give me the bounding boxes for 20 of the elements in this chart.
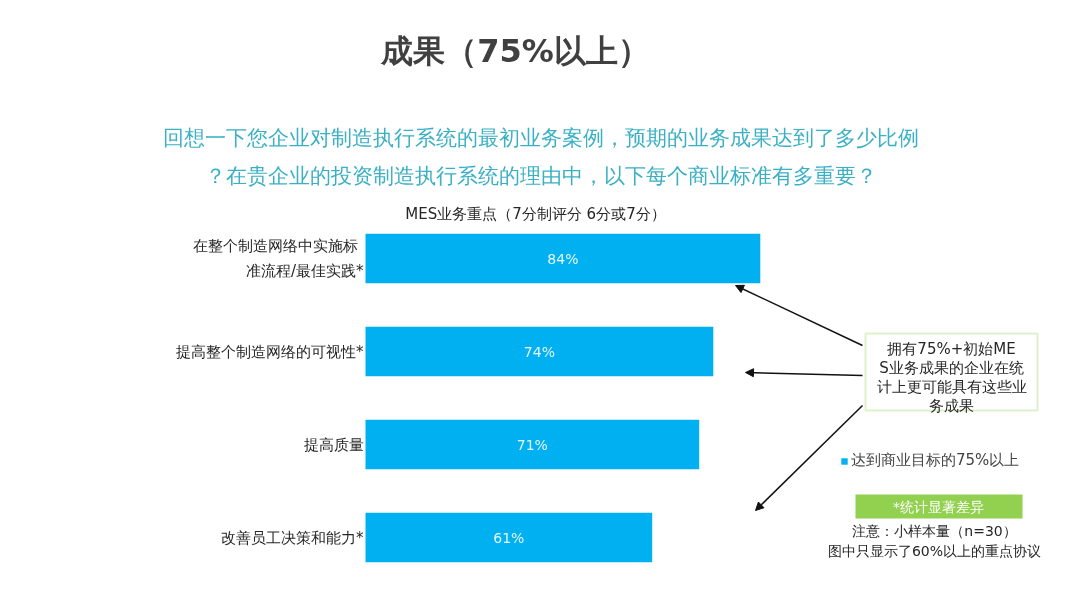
y-tick-label: 在整个制造网络中实施标准流程/最佳实践*	[192, 237, 364, 280]
text: 拥有75%+初始MES业务成果的企业在统计上更可能具有这些业务成果	[876, 339, 1027, 415]
chart-subtitle: 回想一下您企业对制造执行系统的最初业务案例，预期的业务成果达到了多少比例？在贵企业的投资制造执行系统的理由中，以下每个商业标准有多重要？	[162, 125, 919, 188]
bar	[365, 419, 700, 470]
y-tick-label: 提高整个制造网络的可视性*	[176, 342, 364, 361]
y-tick-label: 改善员工决策和能力*	[221, 528, 364, 547]
chart-title: 成果（75%以上）	[380, 31, 650, 70]
bar	[365, 326, 714, 377]
x-axis-title: MES业务重点（7分制评分 6分或7分）	[405, 204, 666, 223]
text: 注意：小样本量（n=30）	[852, 522, 1017, 539]
data-label: 74%	[523, 343, 555, 360]
data-label: 71%	[516, 436, 548, 453]
bar	[365, 233, 761, 284]
legend-label: 达到商业目标的75%以上	[851, 451, 1020, 470]
y-tick-label: 提高质量	[303, 435, 364, 454]
data-label: 84%	[547, 250, 579, 267]
data-label: 61%	[493, 529, 525, 546]
text: 图中只显示了60%以上的重点协议	[827, 542, 1042, 559]
text: *统计显著差异	[893, 498, 984, 515]
bar	[365, 512, 653, 563]
